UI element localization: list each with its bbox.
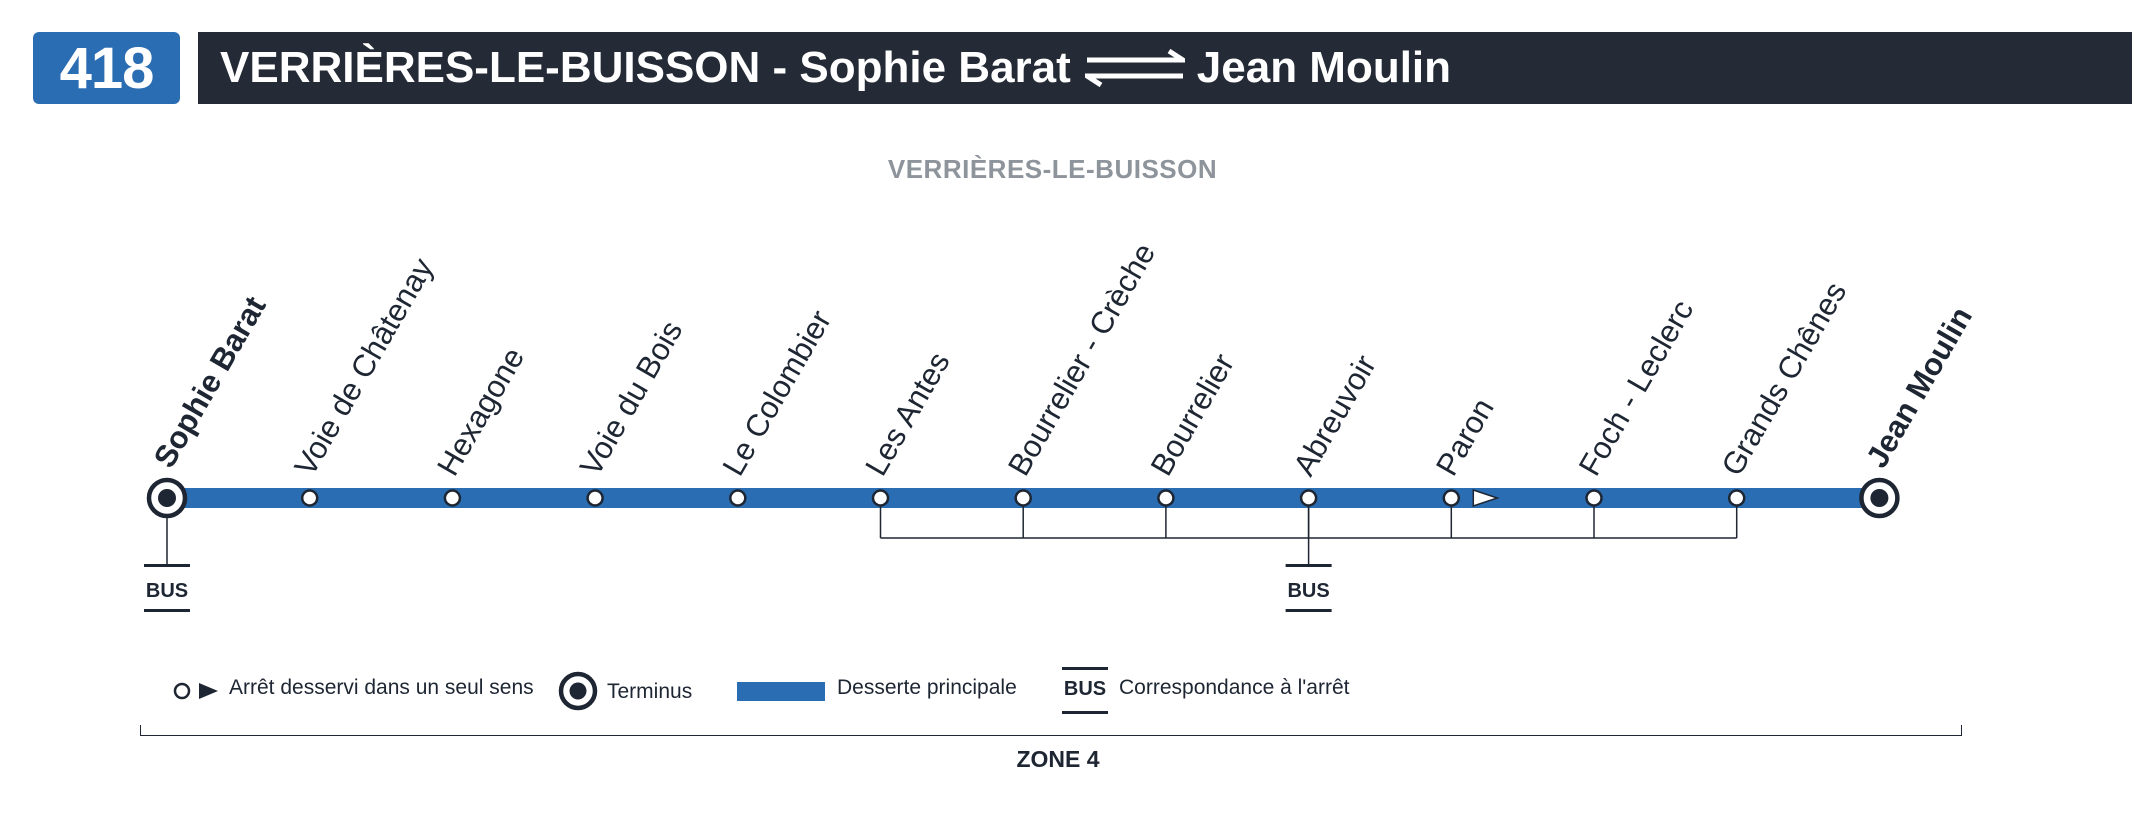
stop-label: Le Colombier	[716, 304, 838, 481]
stop-marker	[1727, 489, 1746, 507]
stop-marker	[1585, 489, 1603, 507]
bus-connection-bottom-bar	[144, 609, 190, 612]
stop-marker	[871, 489, 890, 507]
stop-marker	[1299, 489, 1318, 507]
stop-label: Sophie Barat	[147, 290, 273, 473]
stop-marker	[1014, 489, 1032, 507]
zone-bracket	[140, 725, 1962, 736]
bus-connection-label: BUS	[1287, 580, 1329, 602]
terminus-marker-dot	[1870, 489, 1889, 507]
stop-marker	[586, 489, 604, 507]
legend-connection-label: Correspondance à l'arrêt	[1119, 676, 1350, 699]
terminus-marker-dot	[158, 489, 176, 507]
stop-label: Les Antes	[858, 346, 956, 481]
bus-connection-top-bar	[144, 564, 190, 567]
stop-label: Voie de Châtenay	[287, 252, 440, 482]
one-way-stop-icon	[173, 682, 218, 700]
connection-top-bar	[1062, 667, 1108, 670]
stop-marker	[443, 489, 462, 507]
stop-marker	[1442, 489, 1461, 507]
one-way-arrow-icon	[1472, 488, 1500, 508]
stop-label: Hexagone	[430, 342, 531, 482]
stop-marker	[300, 489, 319, 507]
stop-label: Grands Chênes	[1714, 276, 1853, 482]
stop-marker	[729, 489, 747, 507]
legend-bus-label: BUS	[1063, 678, 1107, 700]
stop-label: Paron	[1429, 392, 1501, 481]
legend-one-way-label: Arrêt desservi dans un seul sens	[229, 676, 534, 699]
route-origin: VERRIÈRES-LE-BUISSON - Sophie Barat	[220, 43, 1071, 92]
stop-label: Abreuvoir	[1286, 349, 1383, 481]
stop-marker	[1157, 489, 1175, 507]
route-destination: Jean Moulin	[1196, 43, 1452, 92]
terminus-icon	[558, 671, 598, 711]
commune-label: VERRIÈRES-LE-BUISSON	[887, 154, 1218, 184]
two-way-arrow-icon	[1084, 48, 1185, 88]
line-number-badge: 418	[33, 32, 180, 104]
route-title-bar: VERRIÈRES-LE-BUISSON - Sophie Barat Jean…	[198, 32, 2132, 104]
main-service-swatch	[737, 682, 825, 701]
zone-label: ZONE 4	[1016, 746, 1100, 772]
stop-label: Bourrelier - Crèche	[1001, 237, 1162, 481]
stop-label: Foch - Leclerc	[1572, 294, 1701, 482]
stop-label: Bourrelier	[1144, 348, 1242, 482]
legend-terminus-label: Terminus	[607, 680, 693, 703]
bus-connection-top-bar	[1285, 564, 1332, 567]
connection-bottom-bar	[1062, 711, 1108, 714]
stop-label: Jean Moulin	[1859, 301, 1979, 474]
bus-connection-bottom-bar	[1285, 609, 1332, 612]
stop-label: Voie du Bois	[573, 315, 689, 482]
bus-connection-label: BUS	[146, 580, 188, 602]
legend-main-service-label: Desserte principale	[837, 676, 1017, 699]
